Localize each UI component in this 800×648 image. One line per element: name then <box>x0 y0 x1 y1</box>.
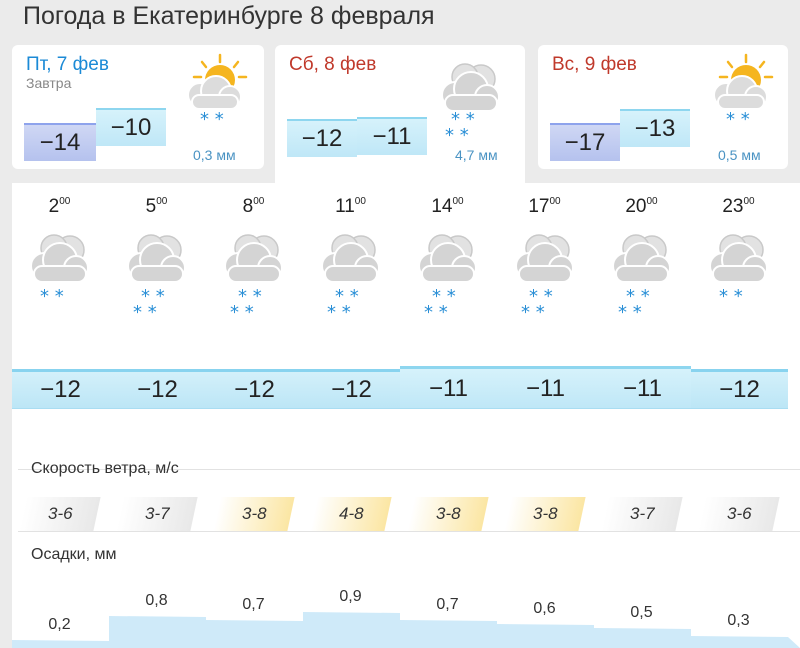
svg-text:* *: * * <box>200 109 224 130</box>
cloudy-light-snow-icon: * * <box>29 234 89 307</box>
hour-temperature: −12 <box>12 369 109 409</box>
precipitation-chart <box>12 612 800 648</box>
precipitation-value: 0,9 <box>339 588 362 605</box>
partly-cloudy-light-snow-icon: * * <box>713 53 774 130</box>
wind-speed-cell: 3-8 <box>503 497 586 531</box>
divider <box>18 531 800 532</box>
cloudy-heavy-snow-icon: * ** * <box>320 234 380 320</box>
cloudy-heavy-snow-icon: * ** * <box>417 234 477 320</box>
svg-text:* *: * * <box>133 302 157 320</box>
svg-text:* *: * * <box>238 286 262 307</box>
precip-amount: 4,7 мм <box>455 147 498 163</box>
hour-label: 2000 <box>625 196 658 217</box>
svg-text:* *: * * <box>726 109 750 130</box>
wind-speed-cell: 3-7 <box>600 497 683 531</box>
hour-temperature: −12 <box>303 369 400 409</box>
hour-label: 200 <box>48 196 71 217</box>
svg-text:* *: * * <box>327 302 351 320</box>
svg-text:* *: * * <box>445 125 469 141</box>
min-temp: −12 <box>287 119 357 157</box>
max-temp: −11 <box>357 117 427 155</box>
precipitation-value: 0,6 <box>533 600 556 617</box>
precipitation-area <box>12 612 800 648</box>
divider <box>18 469 800 470</box>
wind-speed-cell: 3-8 <box>212 497 295 531</box>
svg-text:* *: * * <box>626 286 650 307</box>
max-temp: −13 <box>620 109 690 147</box>
hour-label: 800 <box>242 196 265 217</box>
svg-text:* *: * * <box>618 302 642 320</box>
precipitation-value: 0,7 <box>436 596 459 613</box>
precipitation-value: 0,8 <box>145 592 168 609</box>
svg-text:* *: * * <box>529 286 553 307</box>
day-card-sunday[interactable]: Вс, 9 фев −17 −13 * * 0,5 мм <box>538 45 788 169</box>
day-card-friday[interactable]: Пт, 7 фев Завтра −14 −10 * * 0,3 мм <box>12 45 264 169</box>
hour-label: 500 <box>145 196 168 217</box>
wind-speed-cell: 3-8 <box>406 497 489 531</box>
cloudy-snow-icon: * * * * <box>441 63 500 141</box>
min-temp: −14 <box>24 123 96 161</box>
svg-text:* *: * * <box>719 286 743 307</box>
precip-amount: 0,3 мм <box>193 147 236 163</box>
min-temp: −17 <box>550 123 620 161</box>
day-name: Вс, 9 фев <box>552 54 637 75</box>
wind-speed-cell: 4-8 <box>309 497 392 531</box>
hour-temperature: −12 <box>109 369 206 409</box>
wind-speed-cell: 3-6 <box>18 497 101 531</box>
svg-text:* *: * * <box>451 109 475 130</box>
precip-amount: 0,5 мм <box>718 147 761 163</box>
hour-temperature: −11 <box>497 366 594 409</box>
hour-temperature: −12 <box>691 369 788 409</box>
svg-text:* *: * * <box>141 286 165 307</box>
max-temp: −10 <box>96 108 166 146</box>
svg-text:* *: * * <box>521 302 545 320</box>
day-name: Сб, 8 фев <box>289 54 377 75</box>
svg-text:* *: * * <box>230 302 254 320</box>
day-card-saturday[interactable]: Сб, 8 фев −12 −11 * * * * 4,7 мм <box>275 45 525 185</box>
hour-temperature: −11 <box>594 366 691 409</box>
wind-speed-cell: 3-6 <box>697 497 780 531</box>
svg-text:* *: * * <box>335 286 359 307</box>
cloudy-light-snow-icon: * * <box>708 234 768 307</box>
precipitation-label: Осадки, мм <box>31 546 117 563</box>
hour-label: 1100 <box>335 196 366 217</box>
page-title: Погода в Екатеринбурге 8 февраля <box>23 2 435 30</box>
svg-text:* *: * * <box>40 286 64 307</box>
cloudy-heavy-snow-icon: * ** * <box>611 234 671 320</box>
hour-label: 2300 <box>722 196 755 217</box>
wind-speed-label: Скорость ветра, м/с <box>31 460 179 477</box>
day-subtitle: Завтра <box>26 75 72 91</box>
day-name: Пт, 7 фев <box>26 54 109 75</box>
partly-cloudy-light-snow-icon: * * <box>187 53 248 130</box>
hour-label: 1400 <box>431 196 464 217</box>
cloudy-heavy-snow-icon: * ** * <box>514 234 574 320</box>
precipitation-value: 0,5 <box>630 604 653 621</box>
hour-temperature: −12 <box>206 369 303 409</box>
precipitation-value: 0,3 <box>727 612 750 629</box>
hour-temperature: −11 <box>400 366 497 409</box>
cloudy-heavy-snow-icon: * ** * <box>223 234 283 320</box>
wind-speed-cell: 3-7 <box>115 497 198 531</box>
cloudy-heavy-snow-icon: * ** * <box>126 234 186 320</box>
hour-label: 1700 <box>528 196 561 217</box>
svg-text:* *: * * <box>432 286 456 307</box>
precipitation-value: 0,2 <box>48 616 71 633</box>
precipitation-value: 0,7 <box>242 596 265 613</box>
svg-text:* *: * * <box>424 302 448 320</box>
